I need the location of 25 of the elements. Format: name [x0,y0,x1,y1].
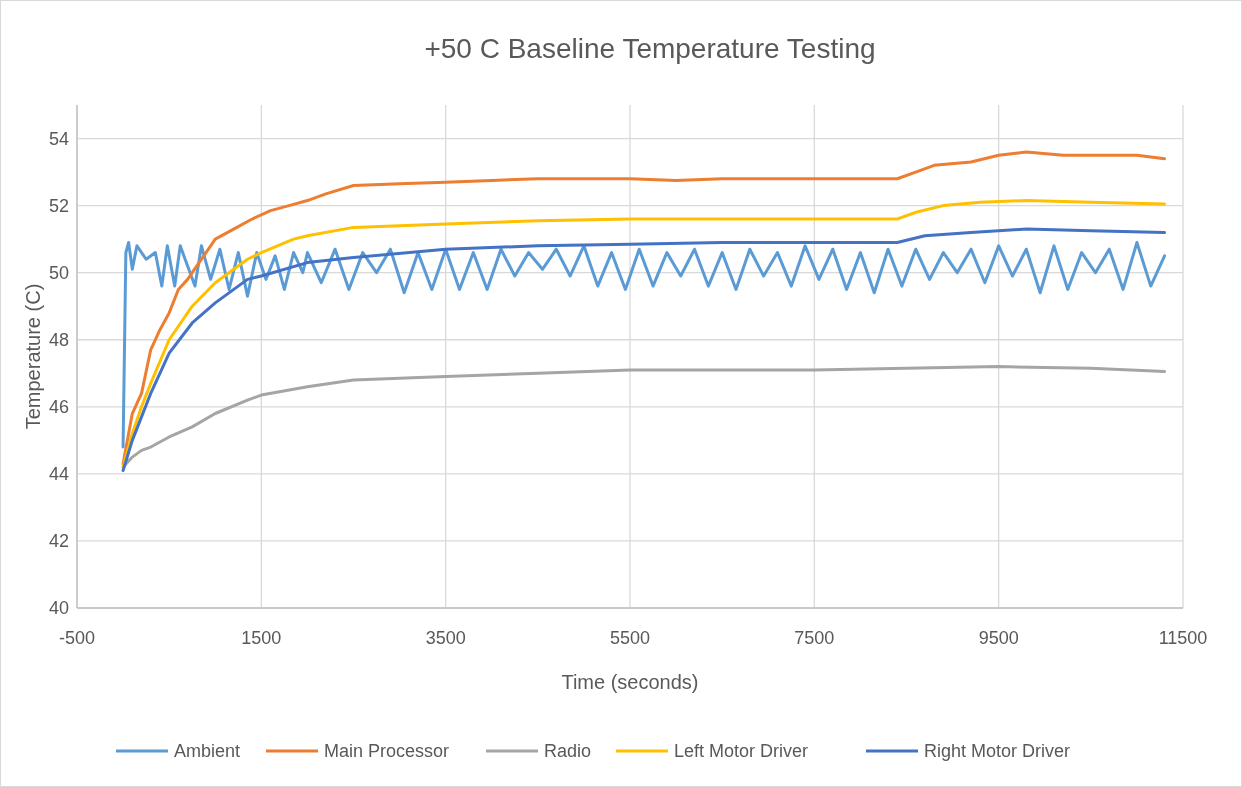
y-tick-label: 54 [48,128,69,149]
y-tick-label: 50 [48,262,69,283]
x-tick-label: -500 [58,628,96,648]
y-tick-label: 46 [48,397,69,418]
legend-label: Ambient [174,741,241,762]
chart-title: +50 C Baseline Temperature Testing [424,33,876,64]
legend-label: Radio [544,741,592,762]
x-tick-label: 9500 [978,628,1019,648]
legend-label: Main Processor [324,741,450,762]
x-tick-label: 7500 [794,628,835,648]
y-axis-title: Temperature (C) [22,283,44,430]
x-tick-label: 3500 [425,628,466,648]
x-tick-label: 11500 [1158,628,1208,648]
legend-label: Right Motor Driver [924,741,1071,762]
x-tick-label: 1500 [241,628,282,648]
y-tick-label: 44 [48,464,69,485]
y-tick-label: 52 [48,195,69,216]
y-tick-label: 48 [48,330,69,351]
legend-label: Left Motor Driver [674,741,809,762]
x-axis-title: Time (seconds) [561,671,699,693]
y-tick-label: 40 [48,598,69,619]
y-tick-label: 42 [48,531,69,552]
line-series [121,150,1167,466]
x-tick-label: 5500 [609,628,651,648]
line-series [121,240,1167,449]
